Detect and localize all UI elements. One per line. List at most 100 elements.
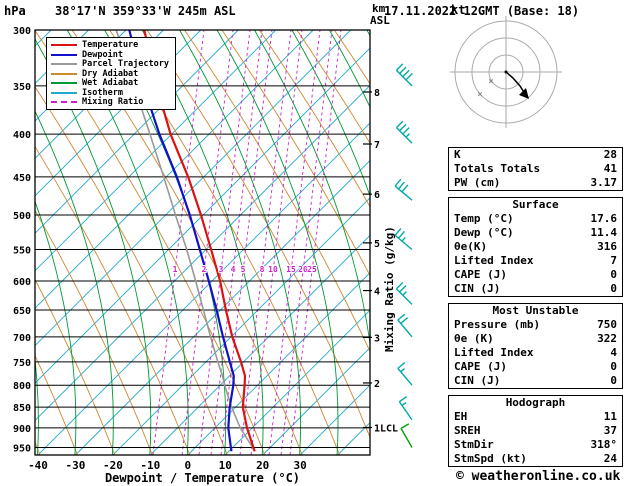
- stat-value: 4: [610, 346, 617, 359]
- svg-text:500: 500: [13, 211, 31, 222]
- legend-label: Temperature: [82, 40, 139, 50]
- stat-label: K: [454, 148, 461, 161]
- legend-item-dewpoint: Dewpoint: [51, 49, 169, 60]
- table-title: Hodograph: [505, 396, 566, 409]
- stat-label: Dewp (°C): [454, 226, 514, 239]
- mixing-ratio-line-swatch: [51, 101, 77, 103]
- km-axis-unit-asl: ASL: [370, 14, 390, 27]
- stat-label: Temp (°C): [454, 212, 514, 225]
- svg-text:550: 550: [13, 246, 31, 257]
- stat-value: 11: [603, 410, 617, 423]
- stat-row-stmdir: StmDir 318°: [449, 438, 622, 452]
- stat-label: θe(K): [454, 240, 488, 253]
- legend-label: Dewpoint: [82, 49, 123, 60]
- km-axis-unit-km: km: [372, 2, 386, 15]
- hodograph-unit-label: kt: [451, 3, 466, 17]
- svg-text:10: 10: [219, 459, 232, 472]
- stat-label: Totals Totals: [454, 162, 541, 175]
- svg-text:-10: -10: [140, 459, 160, 472]
- table-title: Surface: [512, 198, 559, 211]
- svg-text:-20: -20: [103, 459, 123, 472]
- svg-text:800: 800: [13, 381, 31, 392]
- wet-adiabat-line-swatch: [51, 82, 77, 84]
- svg-text:3: 3: [219, 265, 224, 274]
- stat-row-cin: CIN (J) 0: [449, 282, 622, 296]
- mixing-ratio-axis-label: Mixing Ratio (g/kg): [383, 226, 396, 352]
- stat-label: CIN (J): [454, 374, 501, 387]
- svg-text:6: 6: [374, 190, 380, 201]
- stat-row-thetae: θe (K) 322: [449, 332, 622, 346]
- stat-value: 322: [597, 332, 617, 345]
- svg-text:5: 5: [374, 239, 380, 250]
- svg-text:25: 25: [307, 265, 317, 274]
- legend-item-wet-adiabat: Wet Adiabat: [51, 79, 169, 87]
- svg-text:0: 0: [184, 459, 191, 472]
- stat-label: Pressure (mb): [454, 318, 541, 331]
- stat-label: PW (cm): [454, 176, 501, 189]
- svg-text:2: 2: [202, 265, 207, 274]
- svg-text:×: ×: [488, 77, 493, 87]
- stat-label: EH: [454, 410, 468, 423]
- svg-text:30: 30: [294, 459, 307, 472]
- svg-text:×: ×: [477, 90, 482, 100]
- svg-text:850: 850: [13, 403, 31, 414]
- stat-value: 3.17: [590, 176, 618, 189]
- stat-value: 0: [610, 360, 617, 373]
- svg-text:2: 2: [374, 379, 380, 390]
- svg-text:750: 750: [13, 358, 31, 369]
- legend-item-isotherm: Isotherm: [51, 88, 169, 97]
- svg-text:8: 8: [374, 88, 380, 99]
- svg-text:15: 15: [286, 265, 296, 274]
- stat-value: 0: [610, 374, 617, 387]
- stat-row-cape: CAPE (J) 0: [449, 268, 622, 282]
- legend-item-mixing-ratio: Mixing Ratio: [51, 98, 169, 106]
- stat-label: CIN (J): [454, 282, 501, 295]
- table-title: Most Unstable: [492, 304, 579, 317]
- parcel-line-swatch: [51, 63, 77, 65]
- stat-row-eh: EH 11: [449, 410, 622, 424]
- legend-item-temperature: Temperature: [51, 41, 169, 49]
- stat-row-cape: CAPE (J) 0: [449, 360, 622, 374]
- stat-row-lifted-index: Lifted Index 7: [449, 254, 622, 268]
- footer-credit: © weatheronline.co.uk: [456, 469, 621, 484]
- dewpoint-line-swatch: [51, 53, 77, 56]
- stat-value: 7: [610, 254, 617, 267]
- stat-label: CAPE (J): [454, 360, 507, 373]
- svg-text:20: 20: [298, 265, 308, 274]
- svg-text:-30: -30: [66, 459, 86, 472]
- stat-row-cin: CIN (J) 0: [449, 374, 622, 388]
- svg-text:5: 5: [241, 265, 246, 274]
- hodograph-table: Hodograph EH 11 SREH 37 StmDir 318° StmSpd …: [448, 395, 623, 467]
- svg-text:300: 300: [13, 26, 31, 37]
- legend-item-dry-adiabat: Dry Adiabat: [51, 69, 169, 78]
- stat-value: 28: [603, 148, 617, 161]
- datetime-label: 17.11.2022 12GMT (Base: 18): [384, 4, 580, 18]
- indices-table: K 28 Totals Totals 41 PW (cm) 3.17: [448, 147, 623, 191]
- stat-row-dewp: Dewp (°C) 11.4: [449, 226, 622, 240]
- stat-row-sreh: SREH 37: [449, 424, 622, 438]
- legend: Temperature Dewpoint Parcel Trajectory D…: [46, 37, 176, 110]
- pressure-axis-unit: hPa: [4, 4, 26, 18]
- stat-row-lifted-index: Lifted Index 4: [449, 346, 622, 360]
- stat-row-totals-totals: Totals Totals 41: [449, 162, 622, 176]
- stat-value: 318°: [590, 438, 618, 451]
- stat-label: StmDir: [454, 438, 494, 451]
- stat-row-stmspd: StmSpd (kt) 24: [449, 452, 622, 466]
- stat-value: 0: [610, 282, 617, 295]
- isotherm-line-swatch: [51, 91, 77, 94]
- x-axis-label: Dewpoint / Temperature (°C): [104, 471, 301, 485]
- stat-row-k: K 28: [449, 148, 622, 162]
- svg-text:350: 350: [13, 82, 31, 93]
- svg-text:1LCL: 1LCL: [374, 423, 398, 434]
- svg-text:600: 600: [13, 277, 31, 288]
- stat-value: 11.4: [590, 226, 618, 239]
- legend-label: Mixing Ratio: [82, 97, 144, 107]
- dry-adiabat-line-swatch: [51, 72, 77, 75]
- stat-label: Lifted Index: [454, 254, 534, 267]
- stat-value: 17.6: [590, 212, 618, 225]
- svg-text:4: 4: [374, 287, 380, 298]
- svg-text:400: 400: [13, 130, 31, 141]
- svg-text:8: 8: [260, 265, 265, 274]
- stat-value: 750: [597, 318, 617, 331]
